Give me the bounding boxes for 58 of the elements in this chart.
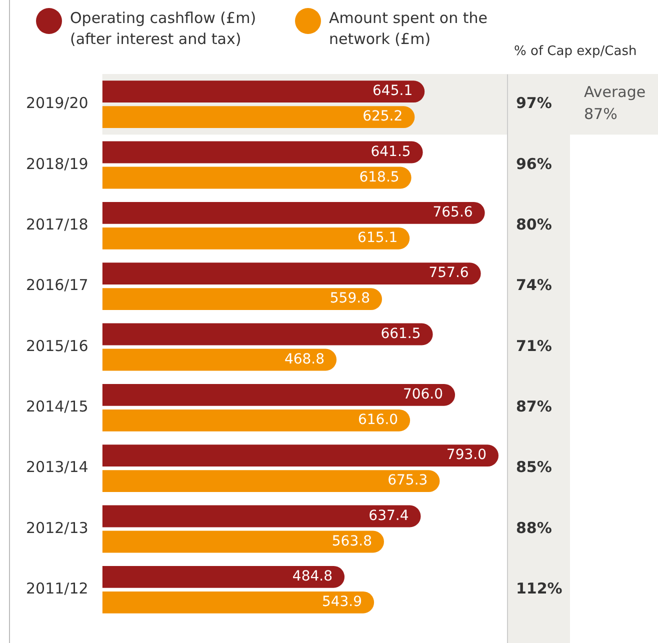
bar [102,530,384,553]
y-tick-label: 2015/16 [26,336,88,355]
text: 85% [516,458,552,476]
bar [102,288,382,310]
y-tick-label: 2019/20 [26,94,88,112]
data-label: 641.5 [370,144,411,160]
text: % of Cap exp/Cash [514,44,637,59]
bar [102,323,433,346]
bar [102,384,456,406]
data-label: 675.3 [388,472,428,489]
bar [102,470,440,492]
data-label: 625.2 [362,108,403,125]
bar [102,227,410,250]
data-label: 793.0 [446,447,487,464]
y-tick-label: 2017/18 [26,216,88,234]
data-label: 757.6 [428,265,469,282]
data-label: 637.4 [368,508,409,524]
bar [102,80,425,103]
legend-label: Operating cashflow (£m) (after interest and tax) [70,8,258,50]
data-label: 615.1 [358,230,398,246]
bar [102,409,410,432]
text: 97% [516,94,552,112]
text: 87% [516,398,552,416]
bar [102,166,412,189]
data-label: 484.8 [292,568,333,585]
y-tick-label: 2012/13 [26,518,88,537]
bar [102,106,415,128]
data-label: 543.9 [322,594,362,610]
bar [102,566,345,588]
data-label: 616.0 [358,412,398,428]
text: 74% [516,276,552,294]
data-label: 468.8 [284,351,325,368]
data-label: 563.8 [332,533,372,550]
y-tick-label: 2013/14 [26,458,88,476]
text: 71% [516,336,552,355]
y-tick-label: 2016/17 [26,276,88,294]
text: Average 87% [584,83,646,124]
data-label: 559.8 [330,290,370,307]
bar [102,141,423,164]
y-tick-label: 2011/12 [26,580,88,598]
y-tick-label: 2018/19 [26,154,88,173]
bar [102,505,421,528]
text: 80% [516,216,552,234]
bar [102,591,374,614]
bar [102,444,499,467]
y-tick-label: 2014/15 [26,398,88,416]
text: 112% [516,580,562,598]
bar [102,202,485,224]
data-label: 618.5 [359,169,400,186]
legend-label: Amount spent on the network (£m) [329,9,488,48]
data-label: 661.5 [380,326,421,342]
text: 88% [516,518,552,537]
bar [102,262,481,285]
data-label: 645.1 [372,83,413,100]
text: 96% [516,154,552,173]
data-label: 706.0 [402,386,444,403]
data-label: 765.6 [432,204,473,221]
bar [102,348,337,371]
